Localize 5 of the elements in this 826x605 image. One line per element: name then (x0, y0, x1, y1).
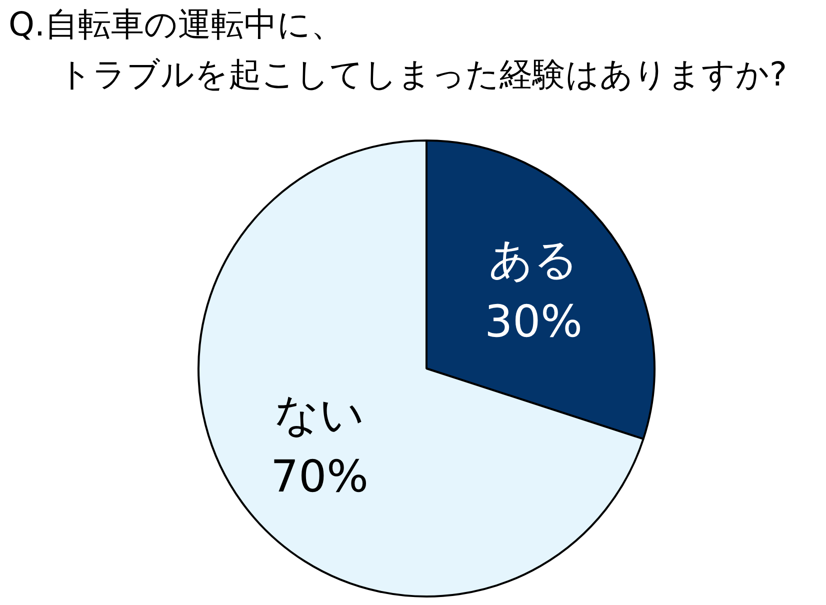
slice-label: ない (274, 390, 365, 441)
data-label: 30% (484, 296, 582, 348)
slice-label: ある (488, 234, 578, 286)
chart-title: Q.自転車の運転中に、トラブルを起こしてしまった経験はありますか? (8, 4, 788, 94)
data-label: 70% (270, 452, 368, 503)
